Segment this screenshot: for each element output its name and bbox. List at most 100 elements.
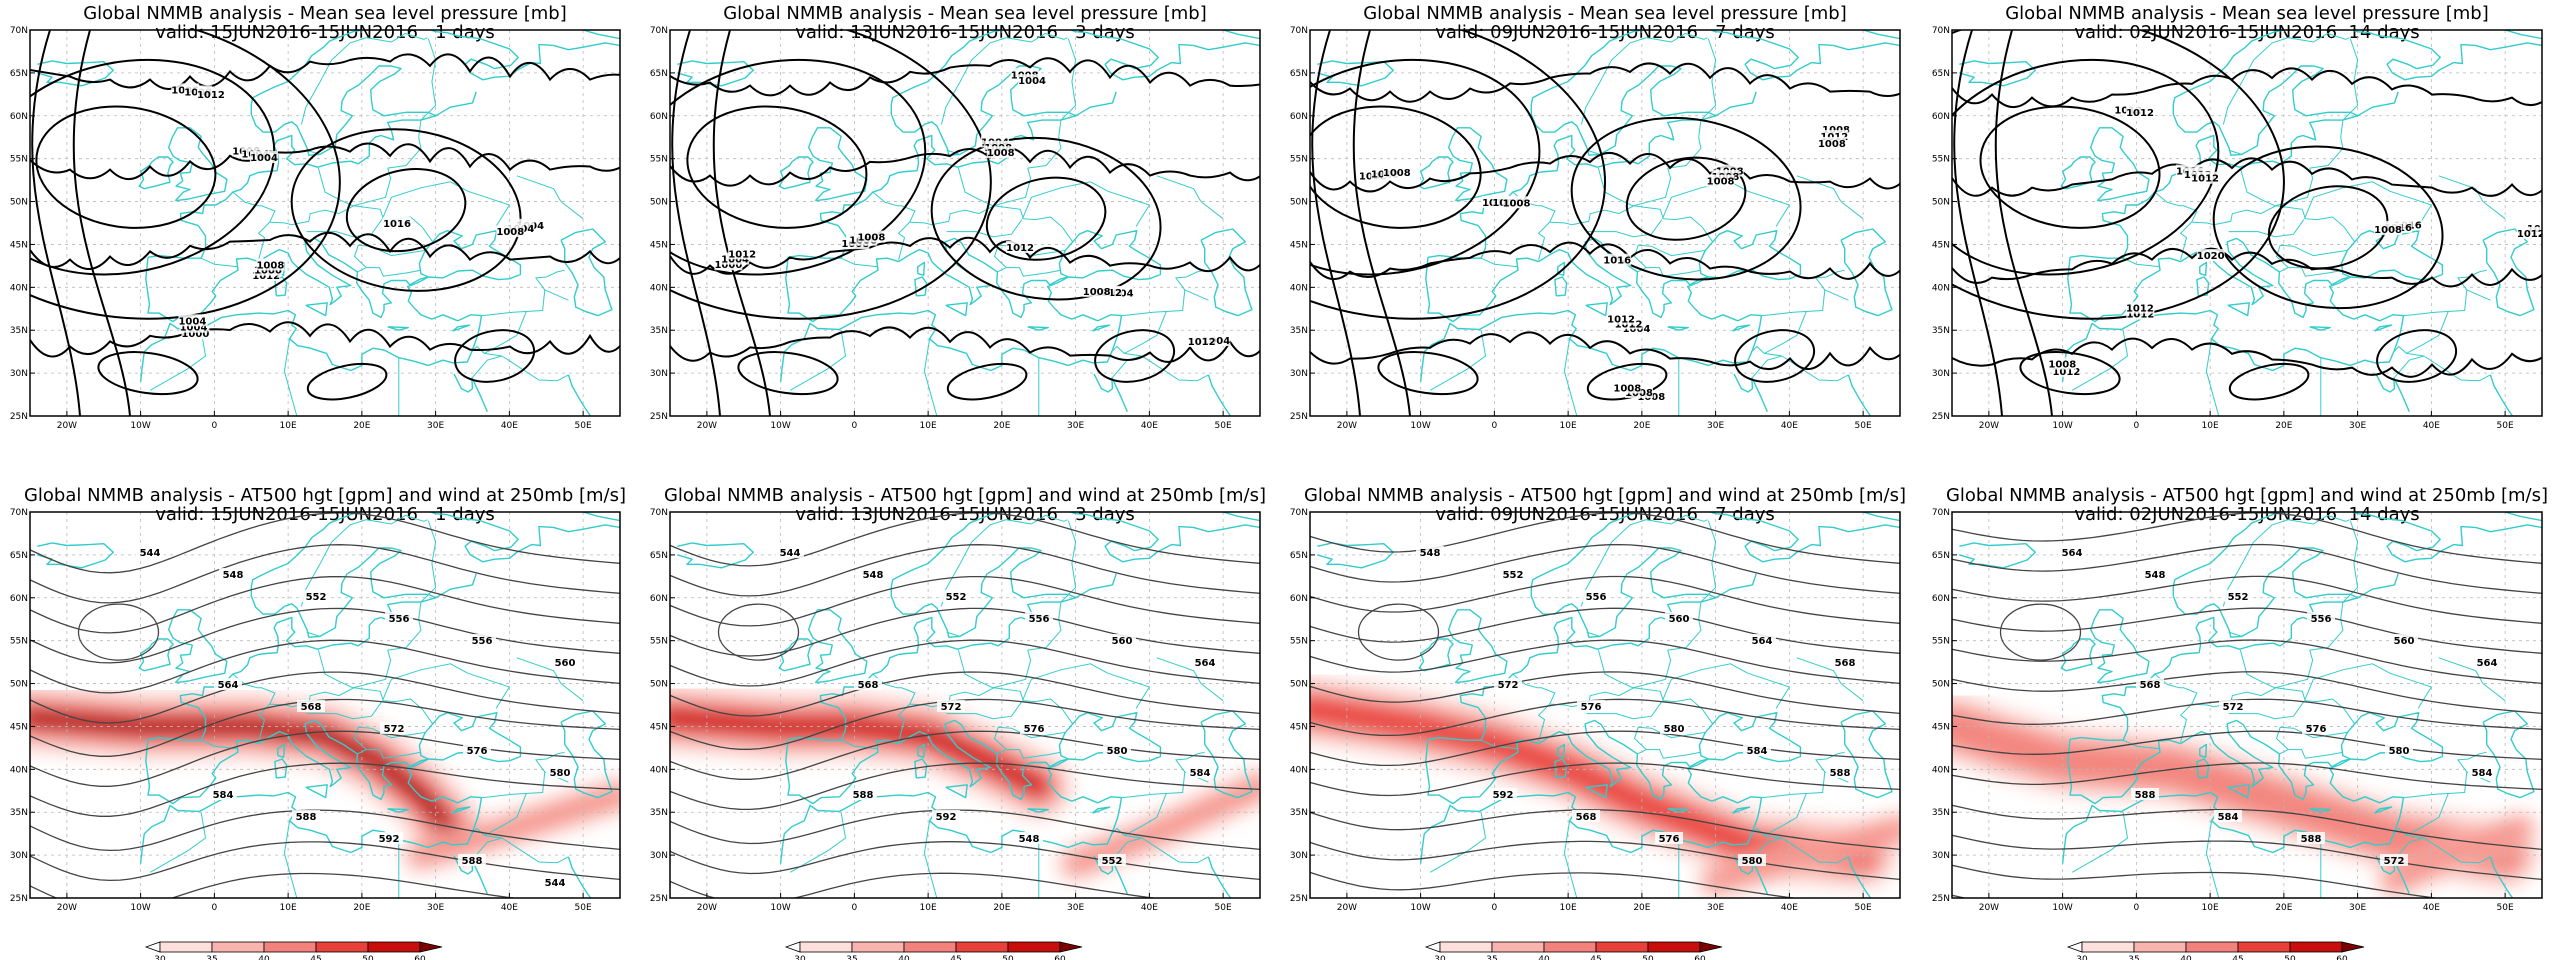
lat-tick-label: 30N <box>1932 369 1950 379</box>
panel-title: Global NMMB analysis - Mean sea level pr… <box>723 3 1207 24</box>
contour-label: 564 <box>2477 658 2498 669</box>
lat-tick-label: 25N <box>10 894 28 904</box>
lon-tick-label: 40E <box>2423 903 2440 913</box>
contour-label: 580 <box>2389 746 2410 757</box>
contour-label: 556 <box>1586 592 1607 603</box>
lat-tick-label: 30N <box>1932 851 1950 861</box>
map-frame <box>1951 511 2543 899</box>
lon-tick-label: 40E <box>501 421 518 431</box>
country-borders <box>2071 32 2506 416</box>
panel-title: Global NMMB analysis - Mean sea level pr… <box>1363 3 1847 24</box>
colorbar-swatch <box>851 941 905 953</box>
contour-labels: 564 548 552 556 560 564 568 572 576 580 584 588 584 5… <box>2058 546 2501 867</box>
contour-label: 588 <box>2301 834 2322 845</box>
contour-label: 1008 <box>987 148 1015 159</box>
coastlines <box>37 512 620 898</box>
lat-tick-label: 35N <box>650 808 668 818</box>
contour-labels: 1016101210081004100010001000100010041004… <box>171 83 545 340</box>
contour-label: 564 <box>2062 548 2083 559</box>
lon-tick-label: 30E <box>1067 903 1084 913</box>
lon-tick-label: 0 <box>2134 903 2140 913</box>
lon-tick-label: 40E <box>1781 903 1798 913</box>
contour-label: 1012 <box>1607 315 1635 326</box>
map-frame <box>29 29 621 417</box>
colorbar-swatch <box>903 941 957 953</box>
contour-label: 576 <box>1024 724 1045 735</box>
contour-label: 1004 <box>721 255 749 266</box>
map-frame <box>29 511 621 899</box>
map-plot: 1016101210081004100810081008100410081012… <box>1290 26 1901 431</box>
lat-lon-grid <box>30 512 620 898</box>
map-panel-r1-c3: Global NMMB analysis - Mean sea level pr… <box>1290 0 1920 478</box>
lat-tick-label: 70N <box>1932 508 1950 518</box>
lat-tick-label: 35N <box>10 326 28 336</box>
contour-label: 1012 <box>2126 304 2154 315</box>
lat-tick-label: 60N <box>1290 112 1308 122</box>
lat-tick-label: 55N <box>1932 637 1950 647</box>
map-plot: 1016101210081004100010001000100010041004… <box>10 26 621 431</box>
panel-title: Global NMMB analysis - Mean sea level pr… <box>2005 3 2489 24</box>
country-borders <box>1429 32 1864 416</box>
wind-speed-colorbar: 30 35 40 45 50 60 <box>1424 941 1723 960</box>
contour-label: 560 <box>1112 636 1133 647</box>
contour-label: 1008 <box>1383 168 1411 179</box>
map-panel-r2-c4: Global NMMB analysis - AT500 hgt [gpm] a… <box>1932 482 2560 960</box>
contour-label: 1016 <box>1603 256 1631 267</box>
colorbar-label: 45 <box>950 955 961 960</box>
map-frame <box>669 29 1261 417</box>
contour-label: 1012 <box>252 271 280 282</box>
lat-tick-label: 70N <box>650 26 668 36</box>
wind-speed-shading <box>1310 674 1900 898</box>
lat-tick-label: 50N <box>1290 198 1308 208</box>
lon-tick-label: 20W <box>57 421 77 431</box>
lon-tick-label: 50E <box>2497 421 2514 431</box>
lat-tick-label: 50N <box>1932 198 1950 208</box>
contour-label: 576 <box>467 746 488 757</box>
wind-speed-shading <box>670 682 1260 881</box>
lon-tick-label: 0 <box>212 903 218 913</box>
colorbar-label: 35 <box>206 955 217 960</box>
contour-label: 1004 <box>180 323 208 334</box>
axis-labels: 70N 65N 60N 55N 50N 45N 40N 35N 30N 25N 20W 10W 0 10E… <box>650 508 1232 913</box>
contour-label: 572 <box>2223 702 2244 713</box>
lat-tick-label: 35N <box>1932 326 1950 336</box>
lon-tick-label: 20W <box>1337 421 1357 431</box>
lat-tick-label: 50N <box>10 680 28 690</box>
lon-tick-label: 50E <box>2497 903 2514 913</box>
lat-tick-label: 40N <box>650 283 668 293</box>
lon-tick-label: 20E <box>993 421 1010 431</box>
contour-label: 568 <box>858 680 879 691</box>
colorbar-swatch <box>315 941 369 953</box>
contour-label: 1008 <box>1083 287 1111 298</box>
lon-tick-label: 20W <box>697 421 717 431</box>
lon-tick-label: 10E <box>1560 903 1577 913</box>
contour-label: 560 <box>1669 614 1690 625</box>
colorbar-label: 35 <box>1486 955 1497 960</box>
contour-label: 548 <box>2145 570 2166 581</box>
contour-label: 1008 <box>1503 198 1531 209</box>
lat-tick-label: 30N <box>10 369 28 379</box>
colorbar-swatch <box>2237 941 2291 953</box>
lon-tick-label: 40E <box>501 903 518 913</box>
colorbar-swatch <box>799 941 853 953</box>
contour-label: 552 <box>1102 856 1123 867</box>
contour-label: 588 <box>462 856 483 867</box>
contour-label: 592 <box>936 812 957 823</box>
contour-label: 1008 <box>1818 139 1846 150</box>
lon-tick-label: 20E <box>993 903 1010 913</box>
contour-label: 544 <box>545 878 566 889</box>
contour-label: 584 <box>2218 812 2239 823</box>
contour-label: 1004 <box>250 153 278 164</box>
lat-tick-label: 45N <box>10 240 28 250</box>
lat-tick-label: 65N <box>650 69 668 79</box>
lon-tick-label: 0 <box>2134 421 2140 431</box>
colorbar-label: 40 <box>258 955 270 960</box>
lat-tick-label: 25N <box>650 894 668 904</box>
colorbar-label: 30 <box>794 955 806 960</box>
map-frame <box>669 511 1261 899</box>
lat-tick-label: 40N <box>10 283 28 293</box>
wind-speed-shading <box>30 682 620 873</box>
lon-tick-label: 40E <box>1141 903 1158 913</box>
colorbar-swatch <box>211 941 265 953</box>
lat-tick-label: 35N <box>650 326 668 336</box>
